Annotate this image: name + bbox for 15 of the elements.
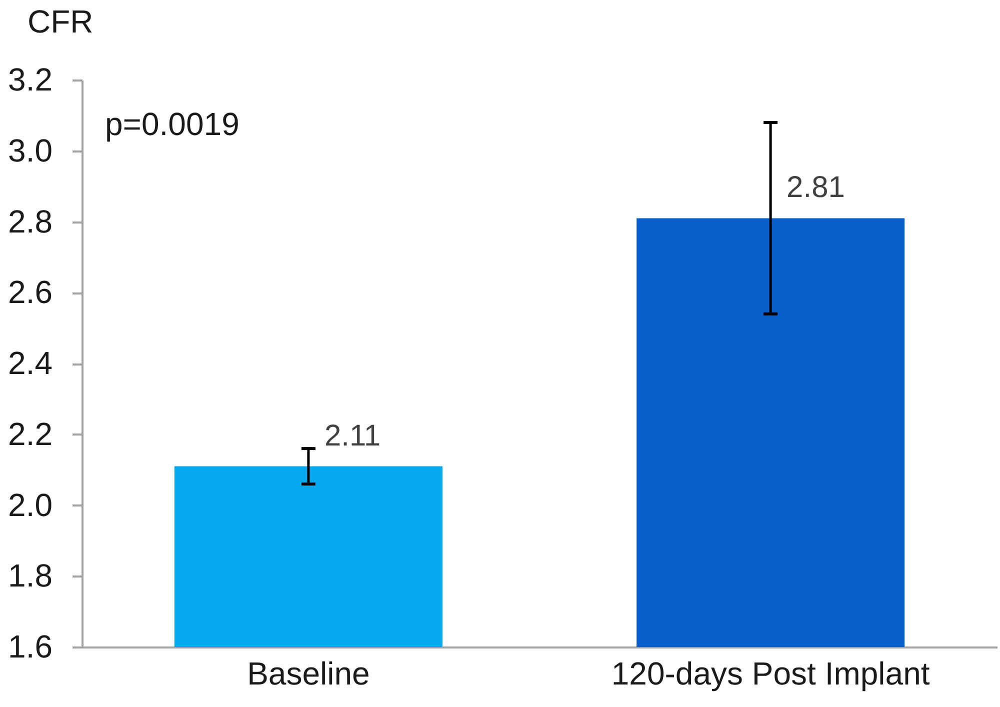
y-tick-label: 3.2 (8, 62, 52, 98)
y-tick-label: 1.8 (8, 558, 52, 594)
y-tick-label: 2.8 (8, 203, 52, 240)
annotation: p=0.0019 (105, 106, 240, 142)
data-label: 2.81 (786, 171, 845, 204)
y-tick-label: 2.0 (8, 486, 52, 523)
x-tick-label: 120-days Post Implant (611, 656, 930, 692)
y-tick-label: 2.6 (8, 274, 52, 310)
y-tick-label: 2.4 (8, 345, 52, 381)
y-tick-label: 3.0 (8, 132, 52, 168)
x-tick-label: Baseline (247, 656, 370, 692)
data-label: 2.11 (324, 419, 381, 452)
y-tick-label: 1.6 (8, 628, 52, 664)
y-tick-label: 2.2 (8, 416, 52, 452)
y-axis-title: CFR (28, 4, 94, 40)
